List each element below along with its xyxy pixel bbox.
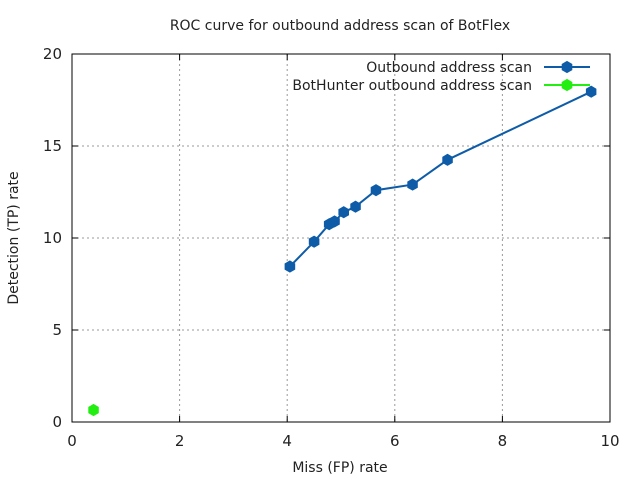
y-tick-label: 20 (43, 45, 62, 63)
y-tick-label: 5 (52, 321, 62, 339)
x-tick-label: 10 (600, 432, 619, 450)
data-point (350, 200, 361, 213)
y-axis-title: Detection (TP) rate (6, 171, 22, 304)
data-point (338, 206, 349, 219)
legend-label: BotHunter outbound address scan (292, 78, 532, 94)
legend: Outbound address scan BotHunter outbound … (292, 60, 590, 94)
x-tick-labels: 0 2 4 6 8 10 (67, 432, 619, 450)
x-tick-label: 8 (498, 432, 508, 450)
series-layer (88, 85, 597, 417)
y-tick-label: 10 (43, 229, 62, 247)
data-point (284, 260, 296, 273)
legend-marker (561, 60, 573, 74)
y-tick-label: 15 (43, 137, 62, 155)
data-point (308, 235, 320, 248)
series-line (289, 90, 592, 268)
legend-marker (561, 78, 573, 92)
series-1 (284, 85, 597, 273)
data-point (442, 153, 453, 166)
data-point (88, 403, 99, 417)
x-axis-title: Miss (FP) rate (292, 460, 387, 476)
x-tick-label: 6 (390, 432, 400, 450)
grid-lines (72, 54, 610, 422)
data-point (329, 215, 340, 228)
legend-entry: BotHunter outbound address scan (292, 78, 590, 94)
y-tick-labels: 0 5 10 15 20 (43, 45, 62, 431)
x-tick-label: 4 (282, 432, 292, 450)
x-tick-label: 2 (175, 432, 185, 450)
y-tick-label: 0 (52, 413, 62, 431)
data-point (585, 85, 597, 98)
data-point (407, 178, 418, 191)
x-tick-label: 0 (67, 432, 77, 450)
series-2 (88, 403, 99, 417)
plot-frame (71, 53, 611, 423)
legend-entry: Outbound address scan (366, 60, 590, 76)
data-point (370, 184, 382, 197)
chart-title: ROC curve for outbound address scan of B… (170, 18, 510, 34)
legend-label: Outbound address scan (366, 60, 532, 76)
